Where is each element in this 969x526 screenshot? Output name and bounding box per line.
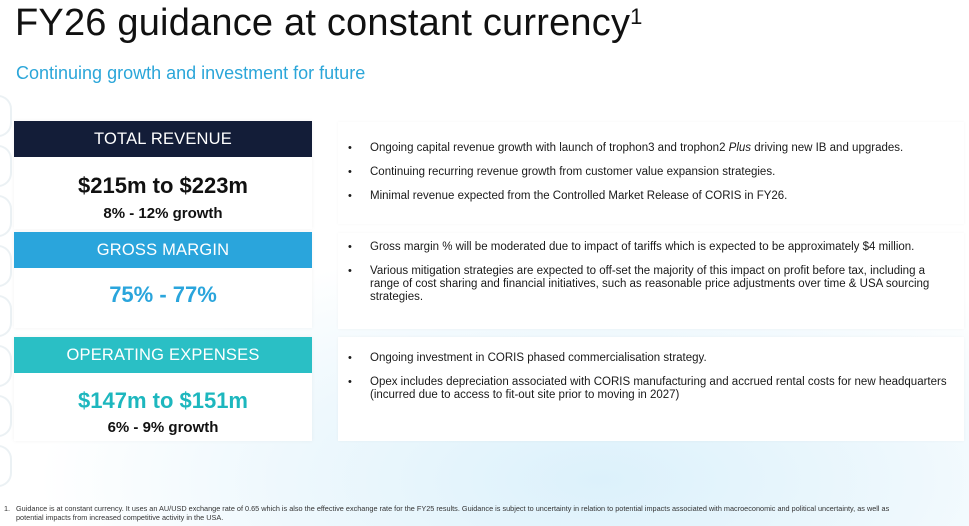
list-item: • Ongoing capital revenue growth with lau…	[348, 142, 904, 154]
footnote: 1. Guidance is at constant currency. It …	[4, 504, 904, 522]
page-title-text: FY26 guidance at constant currency	[15, 2, 631, 44]
plus-emphasis: Plus	[728, 142, 752, 154]
list-item: • Minimal revenue expected from the Contr…	[348, 190, 788, 202]
title-footnote-marker: 1	[630, 4, 643, 29]
gross-margin-notes-box: • Gross margin % will be moderated due to…	[338, 233, 964, 329]
total-revenue-growth: 8% - 12% growth	[103, 205, 223, 222]
page-subtitle: Continuing growth and investment for fut…	[16, 63, 366, 83]
total-revenue-heading: TOTAL REVENUE	[14, 121, 312, 157]
operating-expenses-growth: 6% - 9% growth	[107, 419, 219, 436]
list-item: • Continuing recurring revenue growth fro…	[348, 166, 776, 178]
operating-expenses-panel: OPERATING EXPENSES $147m to $151m 6% - 9…	[14, 337, 312, 441]
background-decoration	[0, 95, 14, 495]
footnote-text: Guidance is at constant currency. It use…	[16, 504, 890, 522]
page-title: FY26 guidance at constant currency1	[15, 2, 643, 45]
list-item: • Ongoing investment in CORIS phased comm…	[348, 352, 707, 364]
gross-margin-panel: GROSS MARGIN 75% - 77%	[14, 232, 312, 328]
operating-expenses-heading: OPERATING EXPENSES	[14, 337, 312, 373]
revenue-notes-box: • Ongoing capital revenue growth with lau…	[338, 122, 964, 224]
revenue-notes-list: • Ongoing capital revenue growth with lau…	[338, 122, 964, 203]
bullet-icon: •	[348, 241, 352, 253]
gross-margin-value: 75% - 77%	[109, 282, 217, 307]
footnote-number: 1.	[4, 504, 11, 513]
total-revenue-panel: TOTAL REVENUE $215m to $223m 8% - 12% gr…	[14, 121, 312, 229]
bullet-icon: •	[348, 265, 352, 277]
list-item: • Gross margin % will be moderated due to…	[348, 241, 915, 253]
bullet-icon: •	[348, 352, 352, 364]
bullet-icon: •	[348, 166, 352, 178]
operating-expenses-value: $147m to $151m	[78, 388, 248, 413]
bullet-icon: •	[348, 376, 352, 388]
bullet-icon: •	[348, 142, 352, 154]
gross-margin-notes-list: • Gross margin % will be moderated due to…	[338, 233, 964, 304]
total-revenue-value: $215m to $223m	[78, 173, 248, 198]
bullet-icon: •	[348, 190, 352, 202]
list-item: • Opex includes depreciation associated w…	[348, 376, 947, 401]
gross-margin-heading: GROSS MARGIN	[14, 232, 312, 268]
opex-notes-list: • Ongoing investment in CORIS phased comm…	[338, 337, 964, 402]
list-item: • Various mitigation strategies are expec…	[348, 265, 930, 303]
opex-notes-box: • Ongoing investment in CORIS phased comm…	[338, 337, 964, 441]
